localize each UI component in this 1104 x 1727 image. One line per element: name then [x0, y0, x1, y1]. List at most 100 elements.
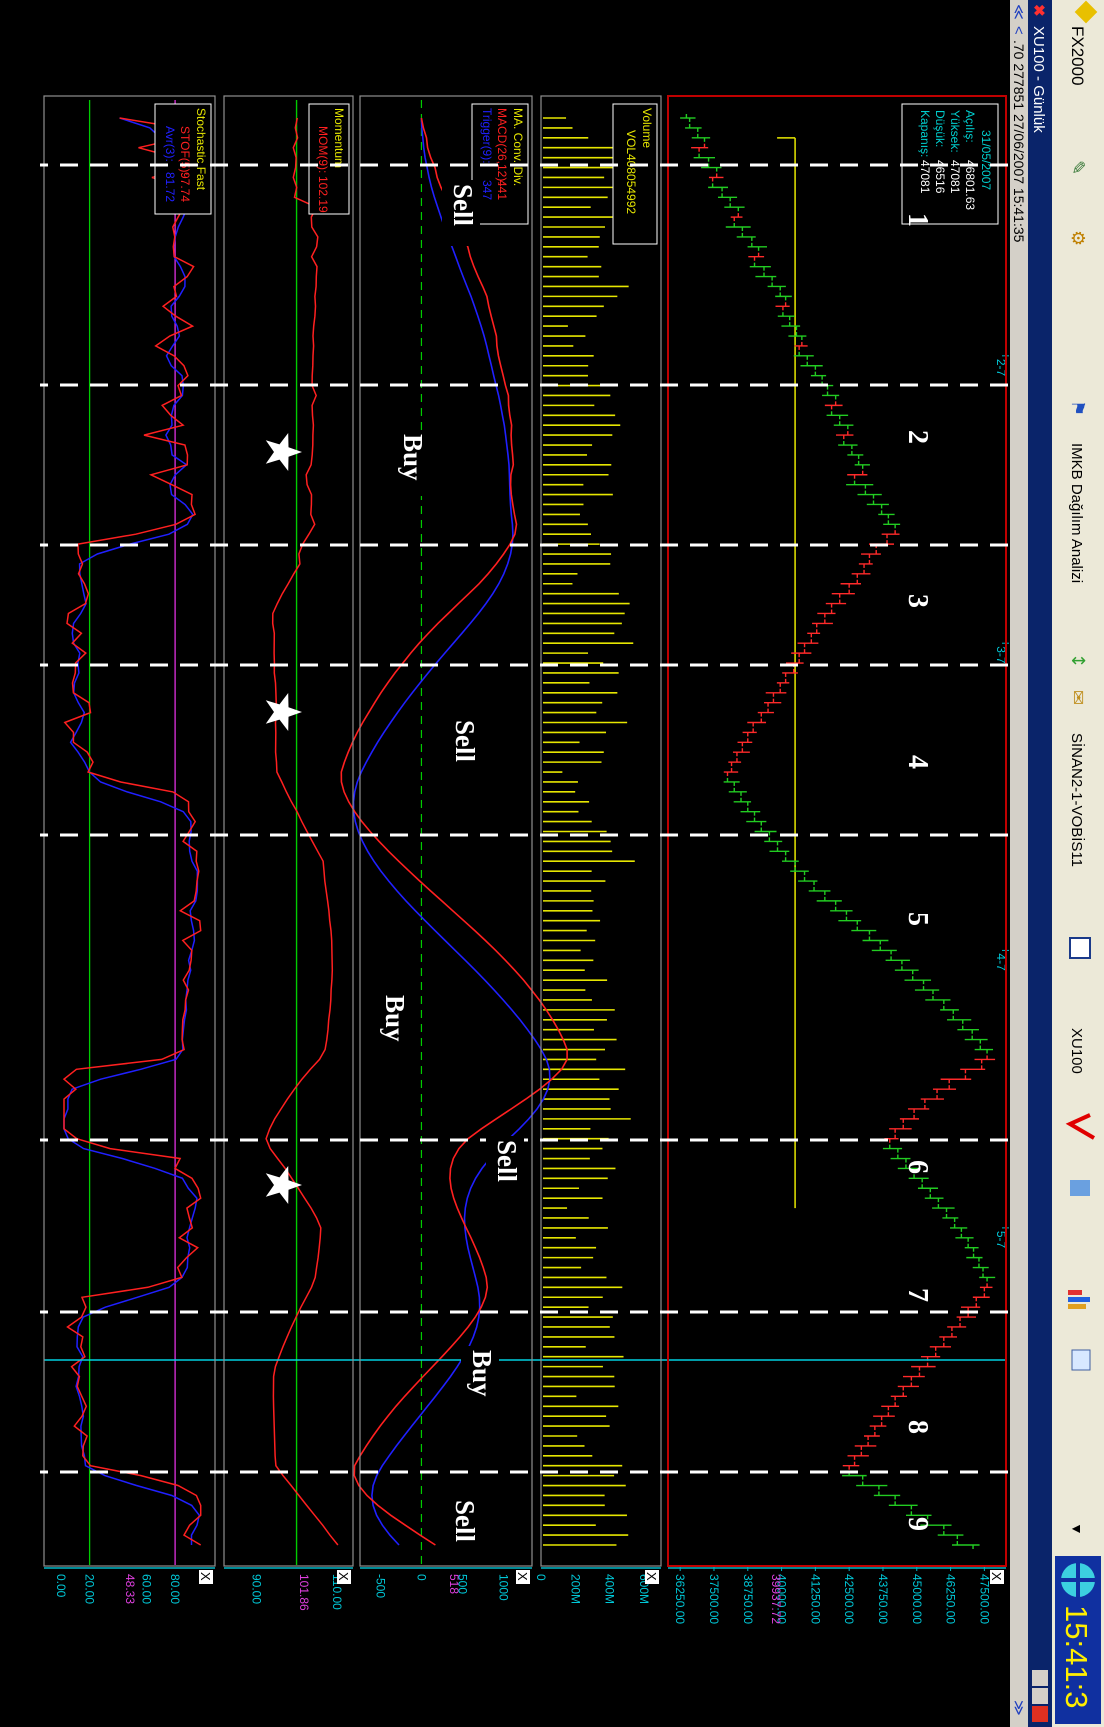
signal-label-bg: [461, 1346, 499, 1412]
signal-label: Buy: [380, 995, 410, 1042]
signal-label: Buy: [398, 434, 428, 481]
price-tick-label: 46250.00: [944, 1574, 958, 1624]
macd-line: [340, 117, 568, 1546]
panel-frame: [223, 95, 354, 1567]
chart-footer: [6, 96, 42, 1566]
star-marker-icon: [265, 1166, 302, 1204]
annotation-layer: 1 2 3 4 5 6 7 8 9 Sell Buy Sell Buy Sell Buy Sell: [40, 163, 1008, 1562]
macd-series-value: 441: [495, 180, 509, 200]
stochastic-tick-label: 60.00: [140, 1574, 154, 1604]
volume-tick-label: 0: [534, 1574, 548, 1581]
macd-current-value: 518: [447, 1574, 461, 1594]
panel-close-icon[interactable]: X: [336, 1572, 351, 1581]
document-icon[interactable]: [1070, 1180, 1090, 1196]
panel-close-icon[interactable]: X: [989, 1572, 1004, 1581]
panel-close-icon[interactable]: X: [644, 1572, 659, 1581]
status-line: .70 277851 27/06/2007 15:41:35: [1011, 40, 1027, 243]
bar-chart-icon[interactable]: [1068, 1290, 1082, 1295]
dropdown-arrow-icon[interactable]: ▼: [1069, 1522, 1085, 1536]
window-controls: [1032, 1670, 1048, 1722]
window-icon[interactable]: [1071, 1349, 1091, 1371]
bar-chart-icon-bar3[interactable]: [1068, 1304, 1086, 1309]
tool-icon-5[interactable]: ✉: [1067, 690, 1088, 705]
star-marker-icon: [265, 433, 302, 471]
status-bar: [1010, 0, 1028, 1727]
chart-area: [0, 0, 1010, 1727]
month-label: 2-7: [994, 359, 1008, 377]
signal-label: Buy: [467, 1350, 497, 1397]
price-tick-label: 47500.00: [977, 1574, 991, 1624]
panel-close-button[interactable]: [199, 1570, 213, 1584]
tool-icon-2[interactable]: ⚙: [1067, 230, 1088, 246]
stochastic-series-value: 97.74: [178, 172, 192, 202]
account-label[interactable]: SİNAN2-1-VOBİS11: [1068, 733, 1086, 867]
window-title-bar: [1028, 0, 1052, 1727]
info-date: 31/05/2007: [979, 130, 993, 190]
panel-close-icon[interactable]: X: [198, 1572, 213, 1581]
signal-label: Sell: [448, 184, 478, 227]
momentum-tick-label: 90.00: [249, 1574, 263, 1604]
app-name[interactable]: FX2000: [1068, 26, 1087, 86]
symbol-label[interactable]: XU100: [1068, 1028, 1085, 1074]
signal-label-bg: [392, 430, 430, 496]
month-label: 4-7: [994, 953, 1008, 971]
macd-trigger-line: [352, 117, 551, 1546]
minimize-button[interactable]: [1032, 1670, 1048, 1686]
tool-icon-3[interactable]: ⚑: [1067, 400, 1088, 416]
stochastic-series-value: 81.72: [163, 172, 177, 202]
check-icon[interactable]: [1065, 1113, 1096, 1140]
stochastic-tick-label: 80.00: [168, 1574, 182, 1604]
tool-icon-1[interactable]: ✎: [1067, 160, 1088, 175]
segment-number: 4: [902, 755, 933, 769]
panel-frame: [43, 95, 216, 1567]
panel-frame: [667, 95, 1007, 1567]
close-button[interactable]: [1032, 1706, 1048, 1722]
volume-title: Volume: [640, 108, 654, 148]
info-label: Düşük:: [933, 110, 947, 147]
info-label: Kapanış:: [918, 110, 932, 157]
panel-close-button[interactable]: [337, 1570, 351, 1584]
segment-number: 6: [902, 1160, 933, 1174]
price-tick-label: 38750.00: [741, 1574, 755, 1624]
macd-tick-label: 0: [414, 1574, 428, 1581]
info-label: Açılış:: [963, 110, 977, 143]
volume-legend: [612, 103, 658, 245]
segment-number: 8: [902, 1420, 933, 1434]
momentum-legend: [308, 103, 350, 215]
segment-number: 9: [902, 1517, 933, 1531]
nav-first-button[interactable]: ≪: [1010, 4, 1027, 20]
volume-tick-label: 200M: [568, 1574, 582, 1604]
signal-label-bg: [486, 1136, 524, 1202]
segment-number: 3: [902, 594, 933, 608]
window-close-icon[interactable]: ✖: [1030, 4, 1047, 17]
chart-window-icon[interactable]: [1069, 937, 1091, 959]
panel-close-button[interactable]: [990, 1570, 1004, 1584]
signal-label-bg: [442, 180, 480, 246]
bar-chart-icon-bar2[interactable]: [1068, 1297, 1090, 1302]
top-toolbar: [1052, 0, 1104, 1727]
momentum-title: Momentum: [332, 108, 346, 168]
panel-close-button[interactable]: [645, 1570, 659, 1584]
momentum-line: [265, 117, 339, 1546]
price-tick-label: 40000.00: [775, 1574, 789, 1624]
analysis-menu[interactable]: IMKB Dağılım Analizi: [1068, 443, 1085, 583]
macd-tick-label: -500: [373, 1574, 387, 1598]
panel-close-button[interactable]: [516, 1570, 530, 1584]
stochastic-title: Stochastic Fast: [194, 108, 208, 191]
price-tick-label: 42500.00: [842, 1574, 856, 1624]
momentum-series-name: MOM(9):: [316, 126, 330, 173]
panel-close-icon[interactable]: X: [515, 1572, 530, 1581]
price-tick-label: 41250.00: [808, 1574, 822, 1624]
tool-icon-4[interactable]: ↕: [1067, 653, 1088, 668]
macd-tick-label: 1000: [496, 1574, 510, 1601]
maximize-button[interactable]: [1032, 1688, 1048, 1704]
month-label: 5-7: [994, 1231, 1008, 1249]
nav-last-button[interactable]: ≫: [1010, 1700, 1027, 1716]
signal-label-bg: [444, 716, 482, 782]
segment-number: 5: [902, 912, 933, 926]
price-tick-label: 43750.00: [876, 1574, 890, 1624]
nav-back-button[interactable]: <: [1010, 26, 1027, 35]
signal-label: Sell: [450, 1500, 480, 1543]
volume-tick-label: 400M: [603, 1574, 617, 1604]
